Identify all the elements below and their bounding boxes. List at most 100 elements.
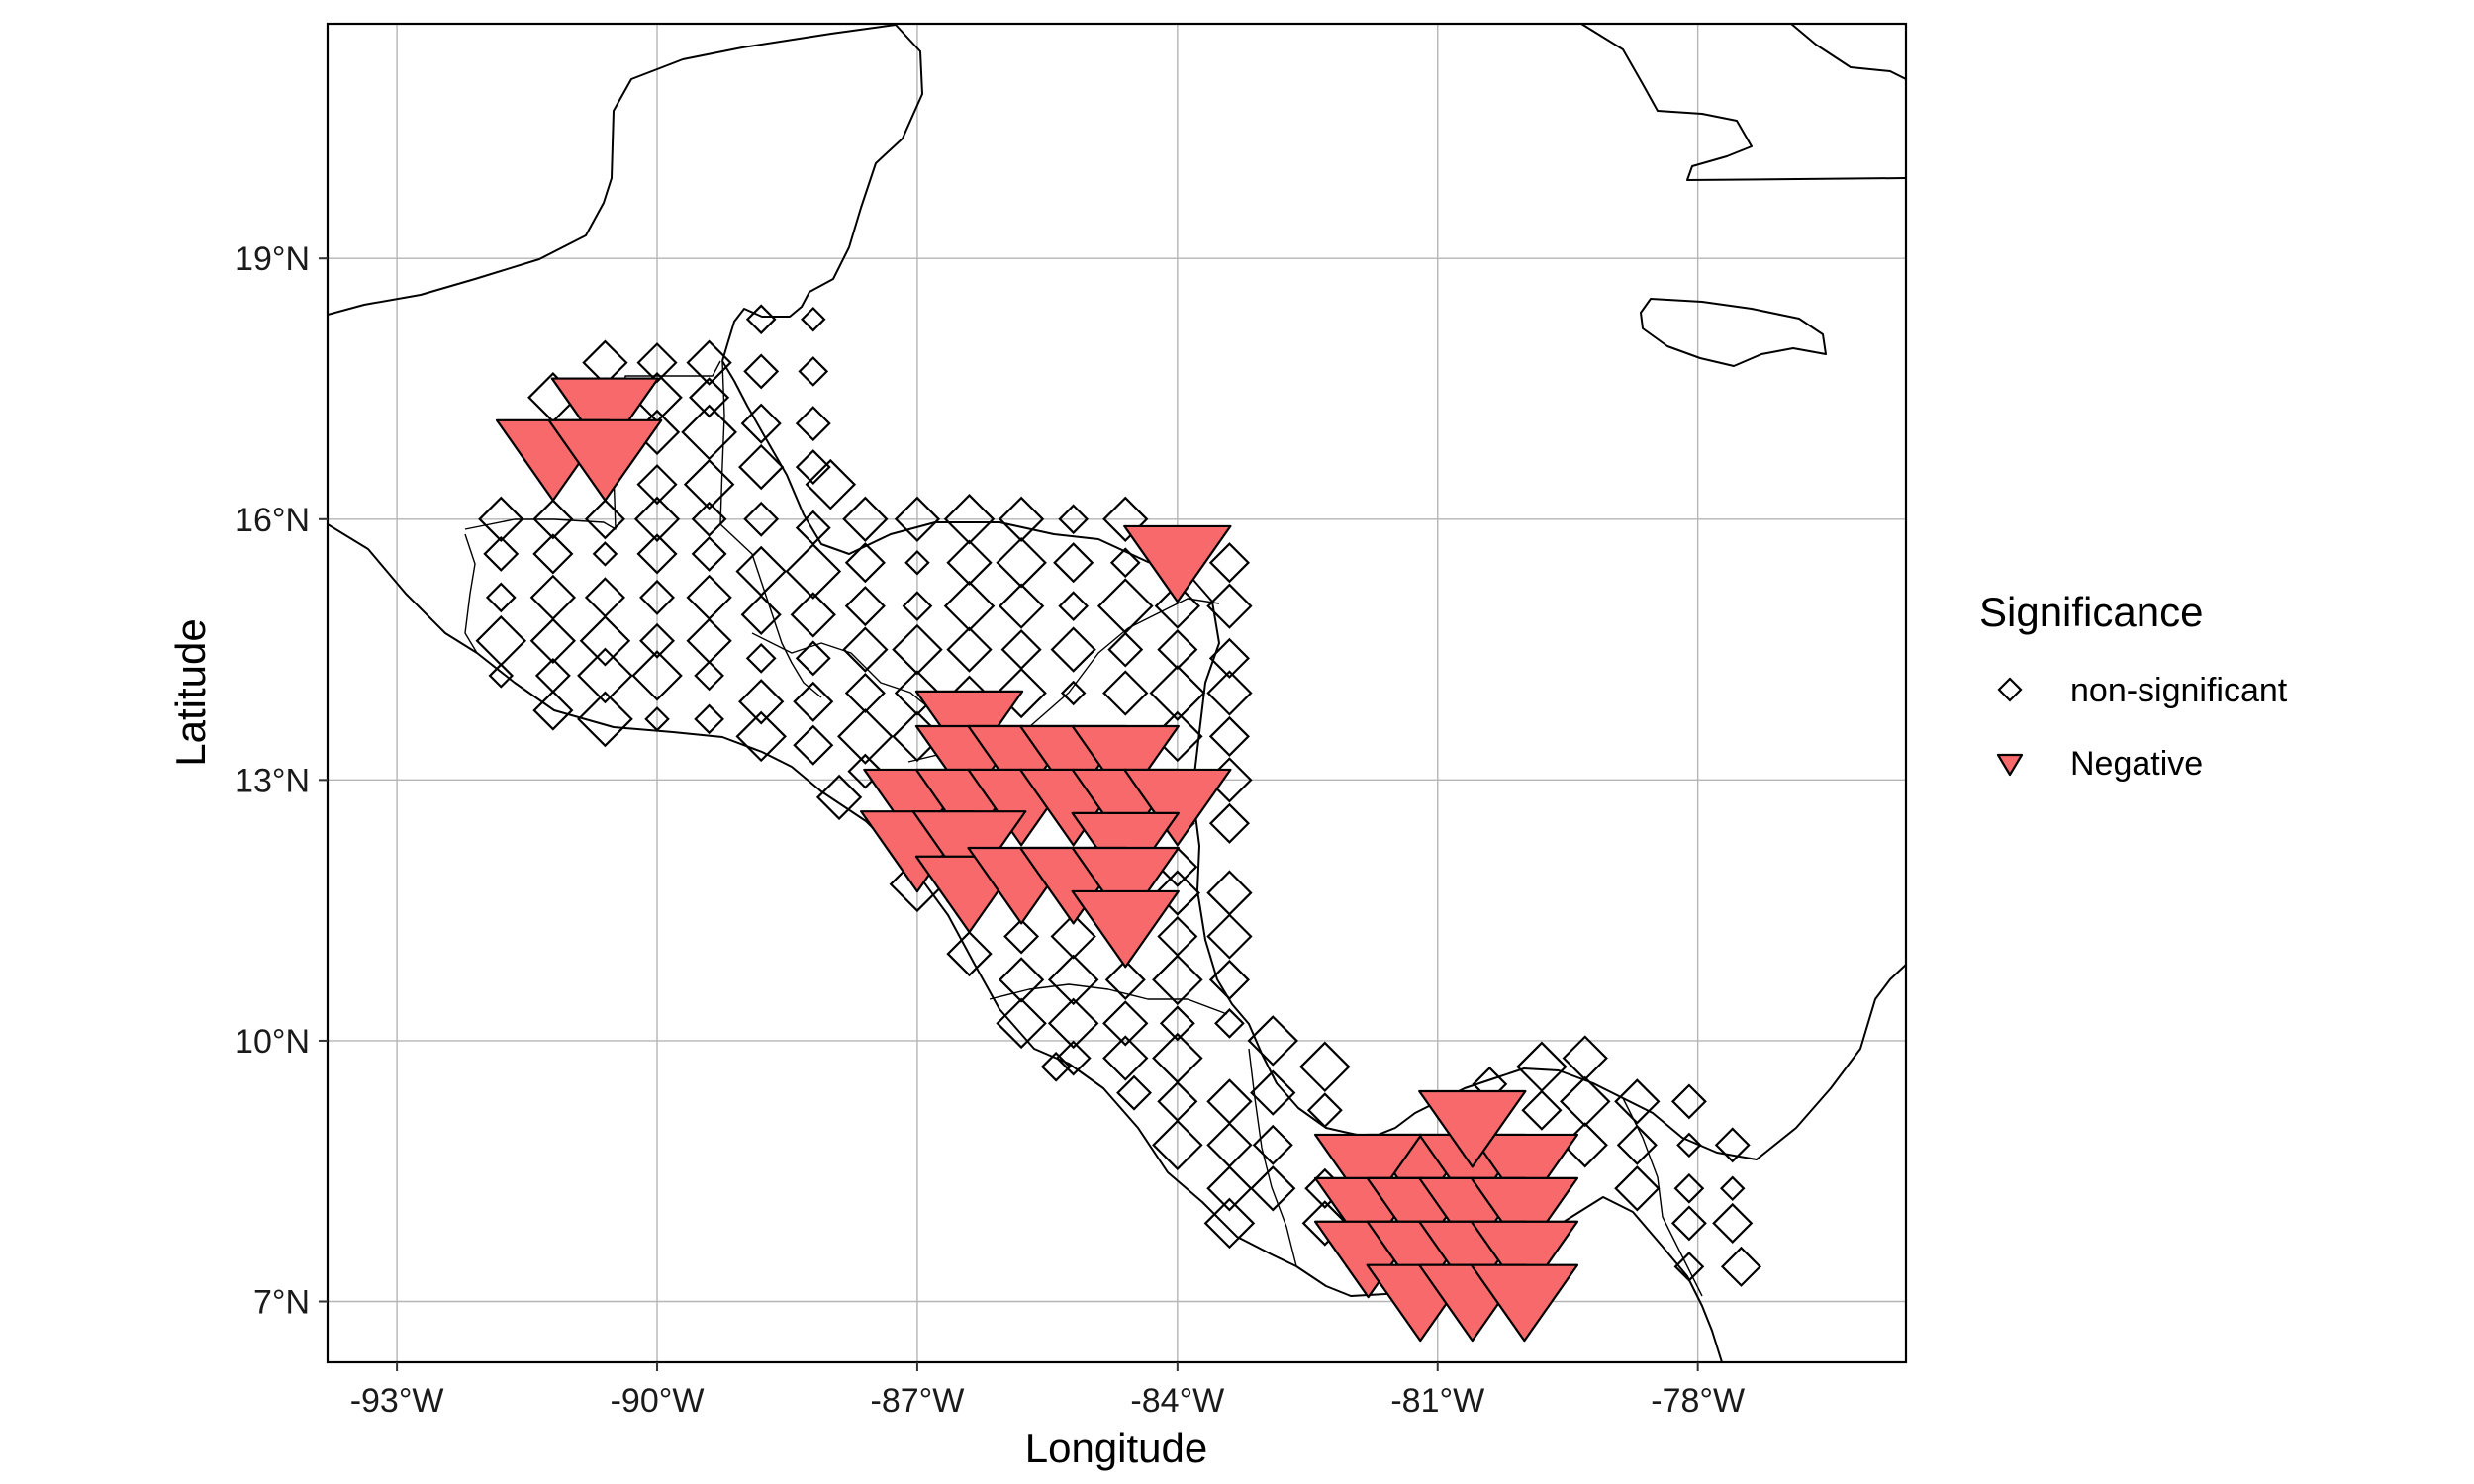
non-significant-marker bbox=[1159, 1005, 1195, 1042]
negative-marker bbox=[1470, 1220, 1579, 1299]
negative-marker bbox=[1470, 1133, 1579, 1212]
non-significant-marker bbox=[738, 443, 785, 491]
negative-marker bbox=[1470, 1176, 1579, 1255]
non-significant-marker bbox=[844, 542, 886, 584]
non-significant-marker bbox=[1208, 959, 1250, 1000]
non-significant-marker bbox=[686, 339, 732, 386]
non-significant-marker bbox=[1673, 1172, 1705, 1204]
non-significant-marker bbox=[689, 377, 730, 418]
non-significant-marker bbox=[633, 496, 681, 542]
y-tick-label: 13°N bbox=[235, 762, 310, 799]
non-significant-marker bbox=[1152, 954, 1203, 1006]
non-significant-marker bbox=[1720, 1246, 1762, 1287]
non-significant-marker bbox=[1670, 1205, 1707, 1242]
y-axis-title: Latitude bbox=[167, 618, 214, 766]
negative-marker bbox=[1418, 1089, 1527, 1168]
non-significant-marker bbox=[1154, 583, 1201, 629]
non-significant-marker bbox=[639, 622, 675, 659]
non-significant-marker bbox=[529, 617, 577, 664]
non-significant-marker bbox=[579, 615, 631, 667]
non-significant-marker bbox=[1521, 1089, 1563, 1131]
non-significant-marker bbox=[636, 464, 678, 506]
non-significant-marker bbox=[1676, 1132, 1702, 1159]
non-significant-marker bbox=[691, 535, 727, 572]
non-significant-marker bbox=[1208, 802, 1250, 844]
non-significant-marker bbox=[1206, 670, 1253, 716]
non-significant-marker bbox=[1149, 665, 1206, 721]
non-significant-marker bbox=[1102, 1035, 1149, 1081]
non-significant-marker bbox=[1614, 1165, 1661, 1212]
non-significant-marker bbox=[815, 774, 863, 821]
non-significant-marker bbox=[488, 663, 515, 689]
y-tick-label: 16°N bbox=[235, 502, 310, 539]
legend-label-non-significant: non-significant bbox=[2070, 672, 2288, 709]
non-significant-marker bbox=[946, 626, 993, 673]
non-significant-marker bbox=[998, 583, 1045, 629]
non-significant-marker bbox=[844, 586, 886, 627]
non-significant-marker bbox=[1157, 629, 1198, 671]
non-significant-marker bbox=[681, 404, 737, 461]
plot-frame bbox=[326, 22, 1908, 1364]
negative-marker bbox=[547, 418, 663, 502]
non-significant-marker bbox=[1047, 954, 1099, 1006]
coastline-pacific bbox=[328, 523, 1723, 1362]
non-significant-marker bbox=[996, 667, 1047, 719]
non-significant-marker bbox=[1109, 547, 1141, 579]
non-significant-marker bbox=[1107, 631, 1144, 668]
non-significant-marker bbox=[1719, 1175, 1746, 1202]
non-significant-marker bbox=[801, 306, 826, 332]
non-significant-marker bbox=[1208, 637, 1250, 679]
non-significant-marker bbox=[1214, 1008, 1245, 1039]
non-significant-marker bbox=[998, 496, 1045, 542]
x-tick-label: -93°W bbox=[350, 1382, 444, 1420]
border-nicaragua-costarica bbox=[989, 983, 1228, 1015]
non-significant-marker bbox=[592, 541, 618, 567]
non-significant-marker bbox=[532, 499, 574, 540]
non-significant-marker bbox=[894, 496, 941, 542]
non-significant-marker bbox=[943, 580, 996, 632]
non-significant-marker bbox=[1306, 1092, 1343, 1129]
y-tick-label: 7°N bbox=[253, 1284, 310, 1322]
non-significant-marker bbox=[1047, 997, 1099, 1050]
negative-marker bbox=[1470, 1263, 1579, 1343]
non-significant-marker bbox=[1670, 1083, 1707, 1120]
x-axis-title: Longitude bbox=[1025, 1425, 1208, 1471]
non-significant-marker bbox=[946, 539, 993, 586]
y-tick-label: 19°N bbox=[235, 240, 310, 278]
non-significant-marker bbox=[694, 703, 724, 735]
non-significant-marker bbox=[996, 536, 1047, 589]
negative-marker bbox=[1071, 846, 1180, 925]
non-significant-marker bbox=[1116, 1074, 1152, 1111]
negative-marker bbox=[1123, 524, 1232, 603]
non-significant-marker bbox=[735, 710, 787, 763]
non-significant-marker bbox=[1102, 1000, 1149, 1047]
non-significant-marker bbox=[1206, 583, 1253, 629]
non-significant-marker bbox=[584, 499, 625, 540]
border-guatemala-mexico-south bbox=[464, 533, 478, 654]
non-significant-marker bbox=[842, 496, 889, 542]
non-significant-marker bbox=[1058, 504, 1090, 535]
non-significant-marker bbox=[743, 353, 780, 390]
legend-title: Significance bbox=[1979, 589, 2203, 635]
non-significant-marker bbox=[639, 579, 675, 615]
non-significant-marker bbox=[745, 643, 777, 674]
non-significant-marker bbox=[485, 582, 517, 613]
non-significant-marker bbox=[1712, 1202, 1754, 1244]
non-significant-marker bbox=[805, 458, 857, 510]
non-significant-marker bbox=[795, 510, 831, 546]
non-significant-marker bbox=[790, 592, 836, 638]
non-significant-marker bbox=[740, 403, 782, 444]
non-significant-marker bbox=[1060, 680, 1087, 706]
non-significant-marker bbox=[892, 623, 943, 676]
coastline-cuba-west bbox=[1580, 24, 1906, 181]
non-significant-marker bbox=[1154, 870, 1201, 916]
non-significant-marker bbox=[740, 594, 782, 635]
non-significant-marker bbox=[577, 691, 633, 748]
non-significant-marker bbox=[795, 640, 831, 677]
non-significant-marker bbox=[1714, 1127, 1751, 1163]
non-significant-marker bbox=[1003, 918, 1040, 955]
non-significant-marker bbox=[902, 591, 933, 621]
non-significant-marker bbox=[1208, 715, 1250, 757]
non-significant-marker bbox=[904, 549, 930, 576]
